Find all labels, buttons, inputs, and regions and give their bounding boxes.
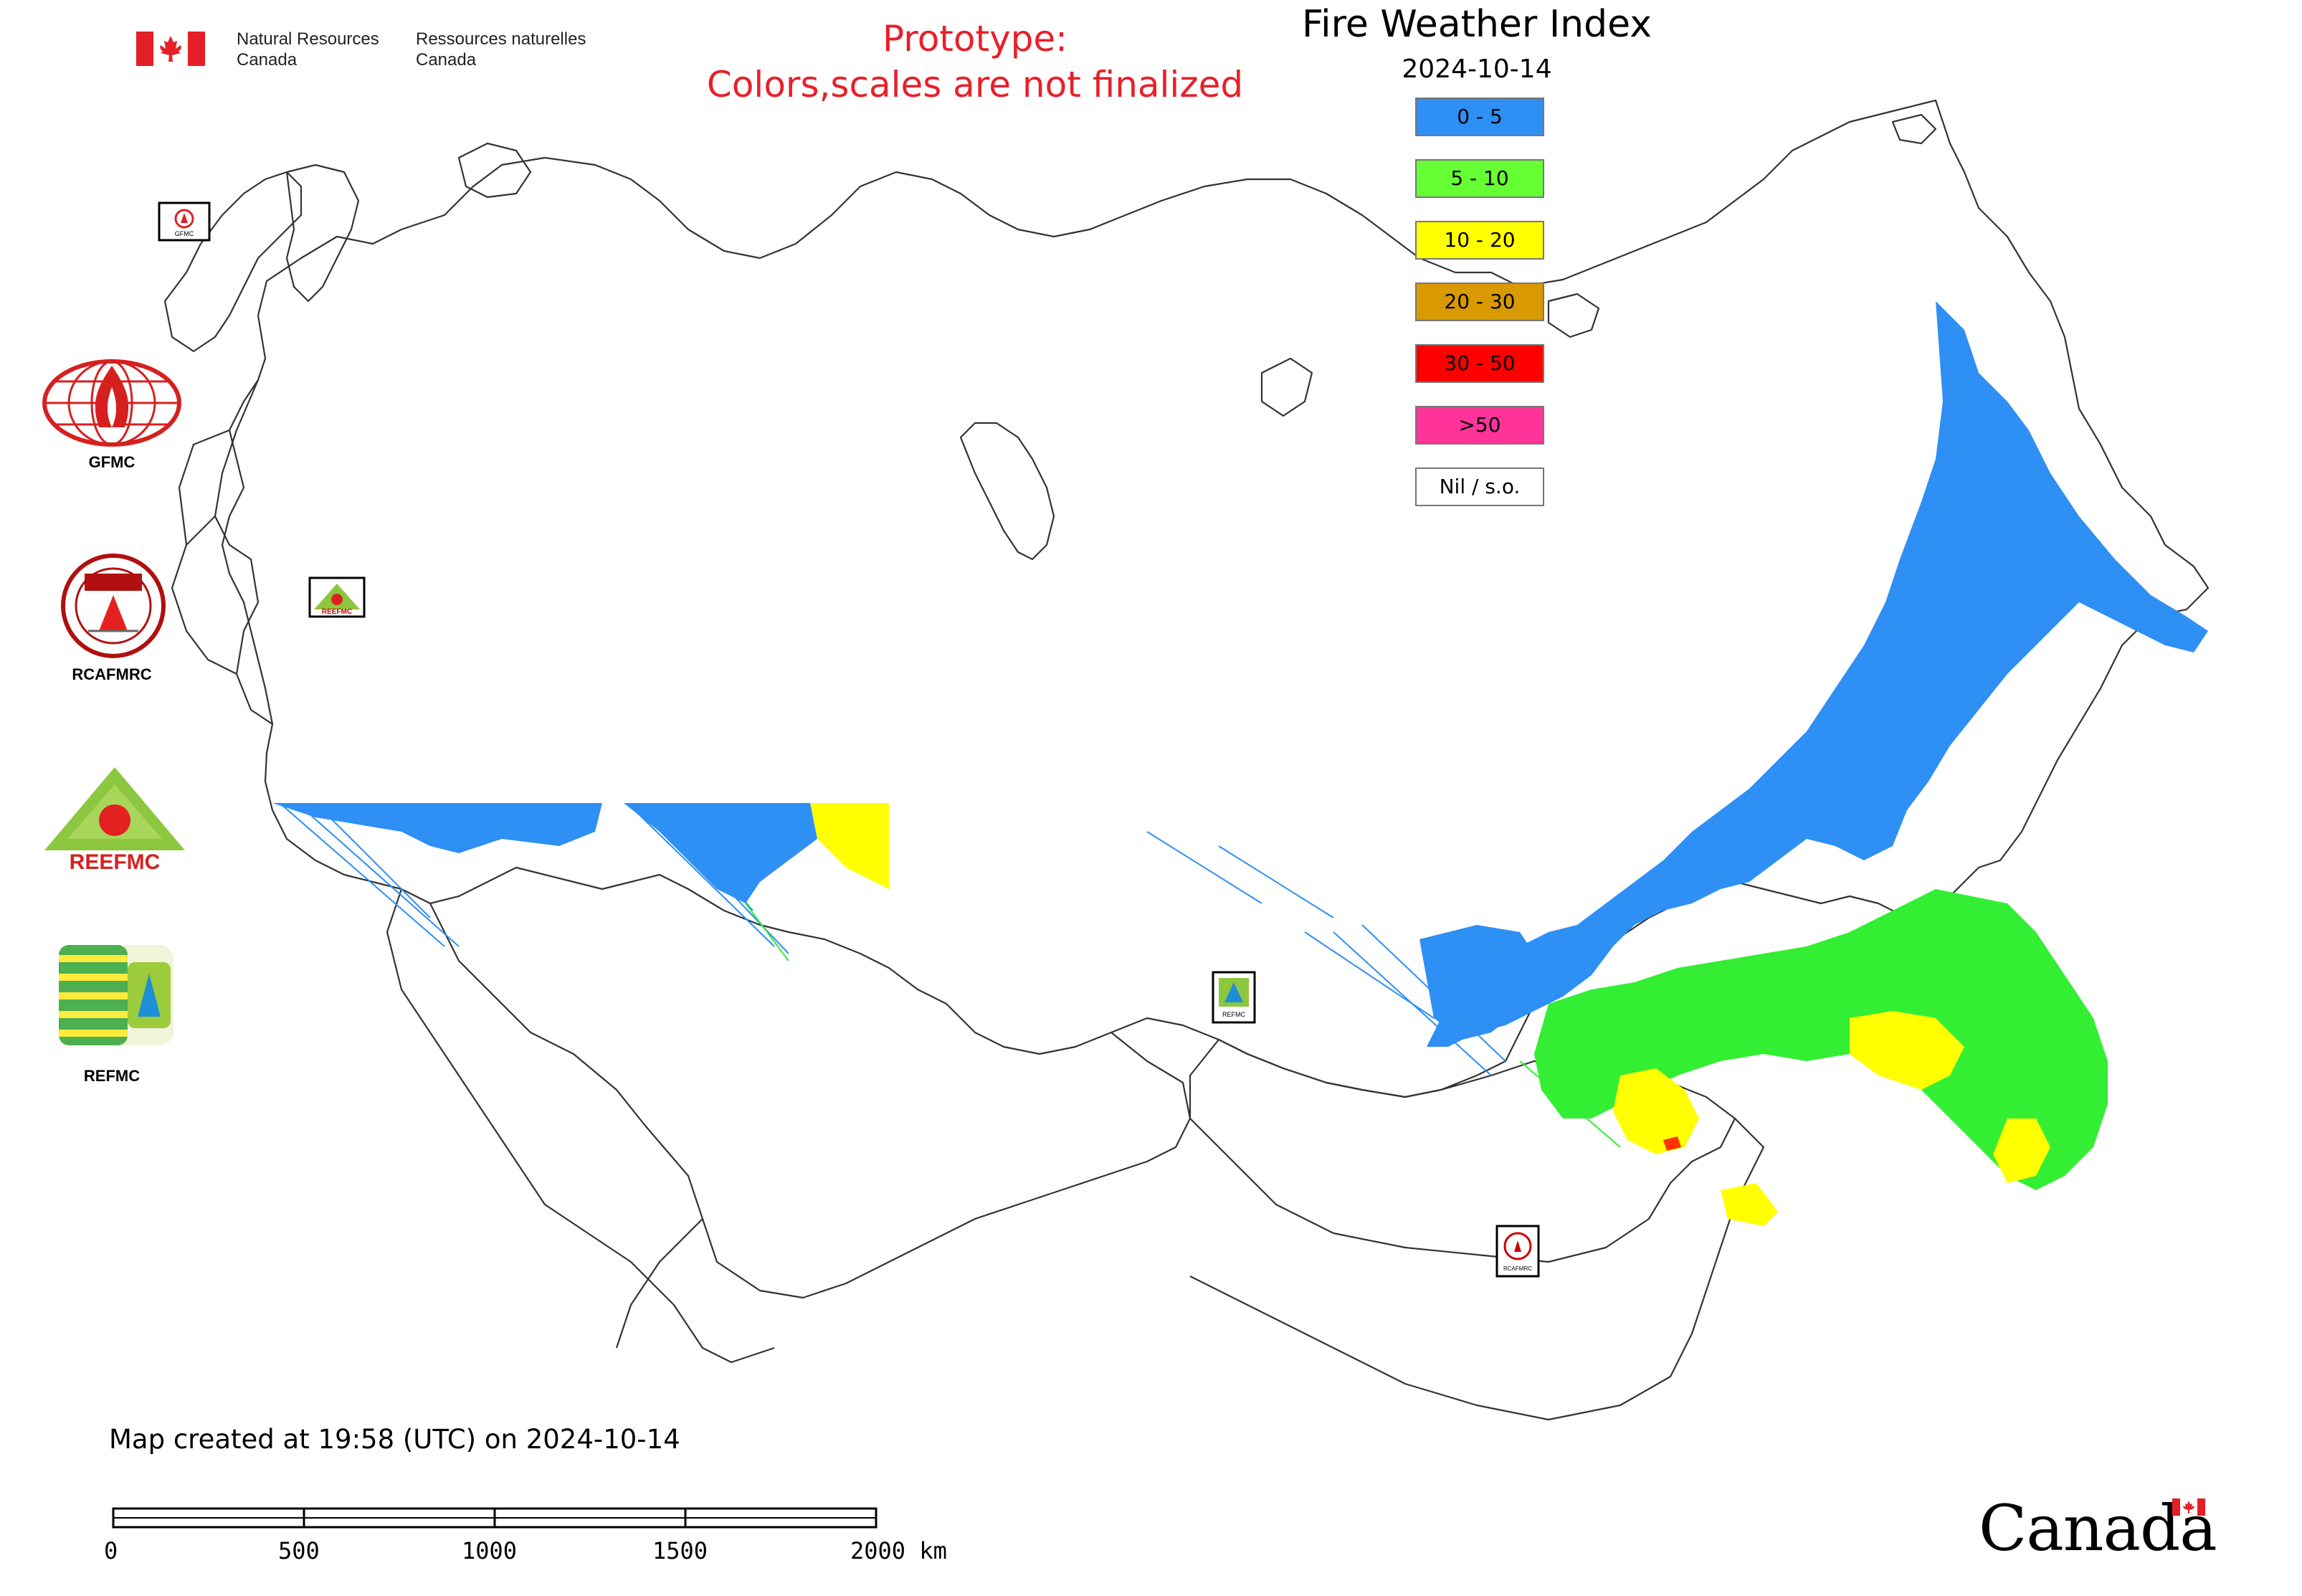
prototype-note: Prototype: Colors,scales are not finaliz…: [645, 16, 1305, 108]
western-borders: [214, 379, 273, 725]
legend-label: 20 - 30: [1444, 290, 1516, 313]
reefmc-marker-label: REEFMC: [322, 608, 352, 616]
svalbard: [457, 142, 532, 199]
fwi-zone-0-5-west2: [624, 803, 817, 903]
gfmc-marker: GFMC: [158, 201, 211, 242]
scale-tick-0: 0: [104, 1537, 118, 1564]
legend-item-50-plus: >50: [1415, 406, 1544, 445]
fwi-raster-streaks-green: [745, 903, 1621, 1148]
legend-item-5-10: 5 - 10: [1415, 159, 1544, 198]
org-name-en: Natural Resources Canada: [237, 29, 379, 70]
scale-tick-1500: 1500: [652, 1537, 708, 1564]
scale-tick-1000: 1000: [462, 1537, 518, 1564]
legend-label: 10 - 20: [1444, 228, 1516, 252]
gfmc-marker-label: GFMC: [175, 230, 194, 237]
uzbek-border: [615, 1218, 703, 1349]
reefmc-wordmark: REEFMC: [70, 850, 161, 872]
legend-label: 0 - 5: [1457, 105, 1503, 128]
scandinavia-outline: [163, 171, 303, 353]
legend-label: 30 - 50: [1444, 351, 1516, 375]
finland-outline: [285, 163, 360, 303]
canada-flag-icon: [136, 32, 205, 66]
legend-label: Nil / s.o.: [1439, 475, 1521, 498]
fwi-zone-0-5-west: [272, 803, 602, 853]
fwi-zone-5-10-south: [1534, 889, 2108, 1190]
org-name-fr-line1: Ressources naturelles: [416, 29, 586, 49]
china-border: [1189, 1118, 1765, 1421]
ukraine-border: [171, 516, 237, 675]
rcafmrc-marker-label: RCAFMRC: [1503, 1265, 1532, 1272]
fwi-zone-10-20-d: [1721, 1183, 1778, 1226]
refmc-logo-icon: [59, 945, 173, 1045]
kazakhstan-outline: [429, 903, 1192, 1299]
fwi-zone-0-5-east: [1427, 301, 2208, 1047]
fwi-zone-10-20-c: [1993, 1118, 2050, 1183]
map-title: Fire Weather Index: [1302, 3, 1652, 46]
central-asia-borders: [386, 888, 775, 1364]
org-name-fr: Ressources naturelles Canada: [416, 29, 586, 70]
org-name-fr-line2: Canada: [416, 50, 477, 70]
rcafmrc-logo-label: RCAFMRC: [72, 665, 152, 683]
gfmc-logo-label: GFMC: [88, 453, 135, 471]
canada-wordmark-flag-icon: [2172, 1498, 2205, 1516]
reefmc-logo-icon: REEFMC: [44, 767, 185, 872]
nrcan-signature: Natural Resources Canada Ressources natu…: [136, 26, 602, 76]
map-created-timestamp: Map created at 19:58 (UTC) on 2024-10-14: [109, 1424, 680, 1455]
legend-item-20-30: 20 - 30: [1415, 282, 1544, 321]
reefmc-marker: REEFMC: [308, 576, 366, 618]
scale-bar-graphic: [112, 1507, 877, 1529]
country-borders: [163, 99, 2210, 1421]
prototype-note-line2: Colors,scales are not finalized: [706, 64, 1244, 105]
legend-item-10-20: 10 - 20: [1415, 221, 1544, 260]
fwi-zone-10-20-b: [1613, 1068, 1699, 1154]
belarus-border: [178, 429, 230, 546]
fwi-zone-30-50: [1663, 1136, 1681, 1151]
legend-item-30-50: 30 - 50: [1415, 344, 1544, 383]
scale-tick-500: 500: [278, 1537, 320, 1564]
rcafmrc-marker: RCAFMRC: [1495, 1225, 1540, 1278]
fwi-raster: [272, 301, 2208, 1226]
legend-label: >50: [1458, 413, 1501, 437]
map-date: 2024-10-14: [1402, 54, 1552, 84]
rcafmrc-logo-icon: [61, 554, 166, 658]
legend-label: 5 - 10: [1450, 166, 1509, 190]
fwi-zone-10-20-a: [1850, 1011, 1964, 1090]
scale-bar: 0 500 1000 1500 2000 km: [100, 1498, 975, 1577]
wrangel-island: [1891, 113, 1937, 145]
fwi-zone-10-20-west: [810, 803, 889, 889]
novaya-zemlya: [959, 422, 1055, 561]
severnaya-zemlya: [1260, 357, 1313, 417]
canada-wordmark: Canada: [1979, 1491, 2222, 1570]
org-name-en-line1: Natural Resources: [237, 29, 379, 49]
refmc-logo-label: REFMC: [83, 1067, 141, 1085]
russia-outline: [221, 99, 2210, 1098]
legend-item-nil: Nil / s.o.: [1415, 467, 1544, 506]
mongolia-outline: [1189, 1038, 1736, 1263]
refmc-marker-label: REFMC: [1222, 1011, 1245, 1018]
org-name-en-line2: Canada: [237, 50, 298, 70]
prototype-note-line1: Prototype:: [882, 18, 1068, 60]
gfmc-logo-icon: [42, 359, 181, 447]
scale-tick-2000: 2000 km: [850, 1537, 947, 1564]
novosibirsk-islands: [1547, 293, 1600, 338]
legend-item-0-5: 0 - 5: [1415, 98, 1544, 136]
refmc-marker: REFMC: [1212, 971, 1256, 1024]
